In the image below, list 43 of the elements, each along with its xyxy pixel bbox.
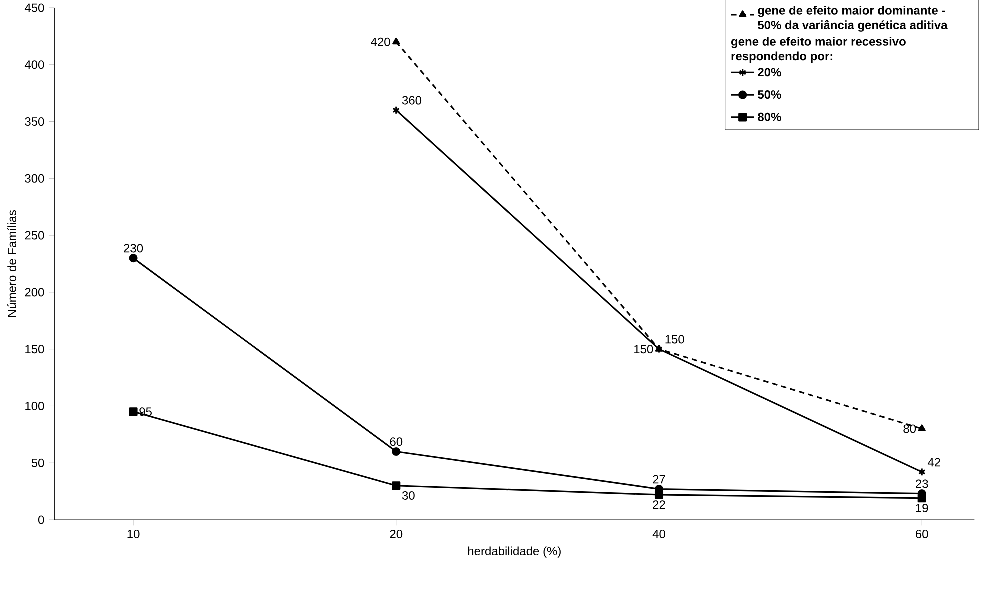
data-label: 95: [140, 408, 152, 416]
legend-label: 20%: [758, 68, 782, 77]
x-axis-title: herdabilidade (%): [468, 546, 561, 558]
data-label: 60: [390, 438, 403, 446]
point: [392, 482, 401, 490]
data-label: 23: [916, 480, 928, 488]
point: [129, 254, 138, 263]
data-label: 22: [653, 500, 666, 509]
point: [654, 490, 664, 500]
x-tick-label: 60: [916, 530, 928, 538]
data-label: 360: [402, 96, 422, 105]
legend-label: 80%: [758, 112, 782, 122]
data-label: 230: [124, 244, 144, 253]
point: [918, 494, 926, 503]
data-label: 150: [666, 335, 684, 344]
data-label: 19: [916, 504, 928, 512]
legend-label: gene de efeito maior dominante - 50% da variância genética aditiva: [758, 6, 948, 32]
y-tick-label: 100: [26, 402, 44, 410]
y-tick-label: 150: [26, 345, 44, 354]
x-tick-label: 40: [652, 530, 666, 538]
data-label: 30: [402, 491, 415, 500]
y-tick-label: 250: [25, 231, 44, 240]
data-label: 420: [371, 38, 390, 46]
data-label: 27: [653, 475, 666, 484]
point: [129, 408, 138, 416]
data-label: 80: [904, 424, 916, 434]
point: [392, 447, 401, 456]
data-label: 42: [928, 458, 940, 467]
y-tick-label: 200: [25, 288, 44, 297]
y-tick-label: 400: [24, 60, 44, 70]
point: [918, 424, 926, 432]
data-label: 150: [634, 345, 654, 354]
y-tick-label: 50: [32, 458, 44, 468]
legend-label: 50%: [758, 90, 782, 100]
point: [392, 38, 400, 45]
y-tick-label: 450: [24, 4, 44, 12]
y-tick-label: 0: [38, 516, 44, 524]
y-axis-title: Número de Famílias: [7, 210, 16, 318]
y-tick-label: 300: [25, 174, 44, 183]
x-tick-label: 20: [390, 530, 403, 538]
legend-title: gene de efeito maior recessivo respondendo por:: [732, 37, 906, 63]
y-tick-label: 350: [25, 118, 44, 126]
x-tick-label: 10: [128, 530, 140, 538]
